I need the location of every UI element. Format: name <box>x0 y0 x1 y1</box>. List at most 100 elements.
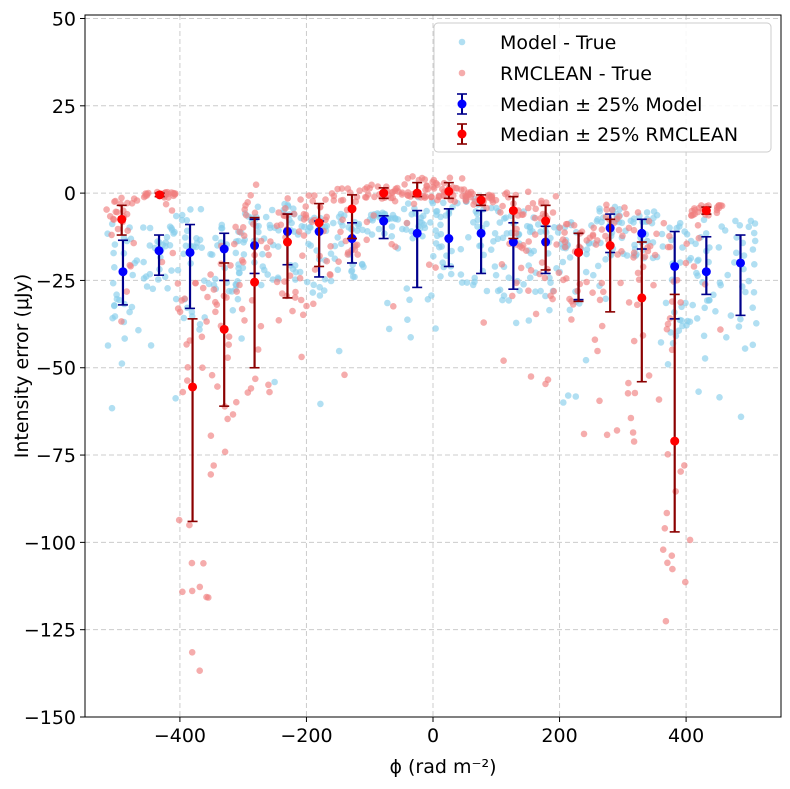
rmclean-scatter-point <box>497 209 504 216</box>
rmclean-scatter-point <box>681 462 688 469</box>
model-scatter-point <box>631 241 638 249</box>
rmclean-median-point <box>117 214 127 224</box>
rmclean-scatter-point <box>233 398 240 406</box>
rmclean-scatter-point <box>118 194 125 202</box>
model-scatter-point <box>701 304 708 312</box>
rmclean-median-point <box>282 237 292 247</box>
rmclean-scatter-point <box>183 341 190 348</box>
rmclean-scatter-point <box>334 185 341 193</box>
rmclean-scatter-point <box>464 190 472 198</box>
x-tick-label: −200 <box>280 725 332 747</box>
rmclean-scatter-point <box>103 206 110 213</box>
model-scatter-point <box>108 404 116 412</box>
model-scatter-point <box>271 378 278 386</box>
model-scatter-point <box>235 269 243 277</box>
rmclean-scatter-point <box>520 211 527 218</box>
rmclean-scatter-point <box>398 189 406 196</box>
rmclean-median-point <box>188 382 198 392</box>
rmclean-scatter-point <box>297 296 305 304</box>
rmclean-scatter-point <box>168 207 176 214</box>
rmclean-scatter-point <box>462 196 470 203</box>
rmclean-scatter-point <box>641 253 649 260</box>
rmclean-scatter-point <box>123 288 130 295</box>
rmclean-scatter-point <box>394 184 401 192</box>
model-scatter-point <box>143 283 151 290</box>
model-scatter-point <box>303 278 311 286</box>
model-scatter-point <box>432 240 440 247</box>
rmclean-scatter-point <box>299 252 306 259</box>
model-scatter-point <box>737 413 745 421</box>
rmclean-scatter-point <box>688 212 695 219</box>
rmclean-scatter-point <box>133 197 141 204</box>
model-scatter-point <box>110 249 117 257</box>
model-scatter-point <box>404 200 412 207</box>
rmclean-scatter-point <box>536 270 543 278</box>
rmclean-scatter-point <box>207 271 214 278</box>
rmclean-scatter-point <box>594 347 601 355</box>
model-scatter-point <box>166 242 174 249</box>
rmclean-scatter-point <box>668 552 676 559</box>
model-scatter-point <box>705 297 713 304</box>
rmclean-scatter-point <box>363 236 371 244</box>
rmclean-scatter-point <box>653 230 660 238</box>
rmclean-scatter-point <box>203 593 210 601</box>
rmclean-scatter-point <box>327 271 334 279</box>
rmclean-scatter-point <box>553 241 560 248</box>
rmclean-scatter-point <box>210 462 217 469</box>
model-scatter-point <box>388 223 396 230</box>
model-scatter-point <box>118 360 126 367</box>
rmclean-scatter-point <box>499 202 506 210</box>
rmclean-scatter-point <box>513 225 520 233</box>
rmclean-scatter-point <box>342 237 350 245</box>
model-median-point <box>154 246 164 256</box>
model-scatter-point <box>602 295 609 303</box>
model-scatter-point <box>261 266 268 274</box>
model-scatter-point <box>520 281 527 288</box>
rmclean-scatter-point <box>192 279 199 287</box>
rmclean-scatter-point <box>446 174 454 182</box>
rmclean-median-point <box>412 188 422 198</box>
model-scatter-point <box>657 339 665 346</box>
rmclean-scatter-point <box>281 278 288 285</box>
rmclean-scatter-point <box>531 231 539 238</box>
model-scatter-point <box>187 206 194 213</box>
rmclean-scatter-point <box>525 204 532 212</box>
rmclean-scatter-point <box>432 264 439 271</box>
model-scatter-point <box>111 264 118 271</box>
rmclean-median-point <box>670 436 680 446</box>
rmclean-scatter-point <box>303 302 310 310</box>
model-scatter-point <box>723 334 730 341</box>
model-scatter-point <box>232 249 240 257</box>
rmclean-scatter-point <box>532 310 540 318</box>
model-scatter-point <box>727 312 735 319</box>
rmclean-scatter-point <box>404 191 411 199</box>
rmclean-scatter-point <box>309 197 317 205</box>
rmclean-scatter-point <box>564 220 571 228</box>
model-scatter-point <box>750 229 758 237</box>
rmclean-scatter-point <box>323 213 331 221</box>
rmclean-scatter-point <box>451 198 459 205</box>
model-scatter-point <box>432 325 439 332</box>
model-scatter-point <box>448 247 455 255</box>
rmclean-scatter-point <box>302 203 310 210</box>
rmclean-scatter-point <box>199 284 207 292</box>
rmclean-scatter-point <box>186 521 193 529</box>
rmclean-scatter-point <box>524 188 532 196</box>
x-axis-label: ϕ (rad m⁻²) <box>389 756 496 778</box>
model-scatter-point <box>349 273 357 280</box>
model-scatter-point <box>679 322 686 330</box>
model-scatter-point <box>430 252 437 260</box>
model-scatter-point <box>183 227 191 235</box>
rmclean-scatter-point <box>210 286 218 293</box>
legend-marker <box>457 129 467 139</box>
rmclean-scatter-point <box>203 318 210 325</box>
model-scatter-point <box>564 392 572 399</box>
model-scatter-point <box>710 291 717 299</box>
rmclean-scatter-point <box>631 389 639 397</box>
model-scatter-point <box>111 302 118 309</box>
rmclean-scatter-point <box>527 267 535 274</box>
model-scatter-point <box>111 241 119 248</box>
rmclean-scatter-point <box>619 232 626 240</box>
rmclean-scatter-point <box>594 237 601 244</box>
